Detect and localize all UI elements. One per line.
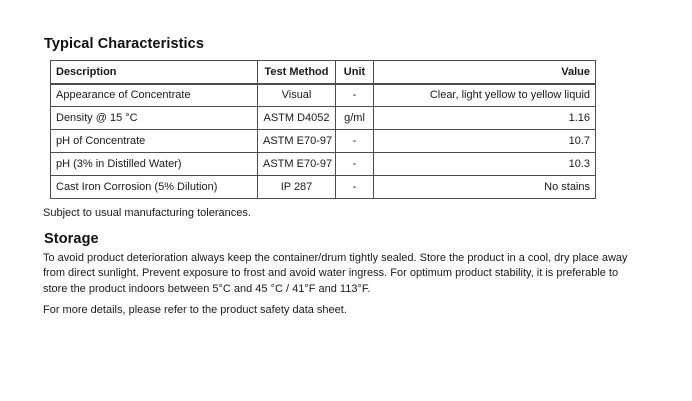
column-header-test-method: Test Method	[257, 60, 336, 85]
section-title-storage: Storage	[44, 231, 99, 247]
cell-value: No stains	[373, 175, 596, 199]
cell-test-method: ASTM E70-97	[257, 129, 336, 153]
column-header-description: Description	[50, 60, 258, 85]
storage-paragraph-line: store the product indoors between 5°C an…	[43, 282, 371, 295]
cell-unit: -	[335, 175, 374, 199]
cell-description: pH (3% in Distilled Water)	[50, 152, 258, 176]
storage-paragraph-line: To avoid product deterioration always ke…	[43, 252, 628, 264]
cell-test-method: ASTM D4052	[257, 106, 336, 130]
column-header-unit: Unit	[335, 60, 374, 85]
section-title-typical-characteristics: Typical Characteristics	[44, 36, 204, 52]
cell-value: 1.16	[373, 106, 596, 130]
storage-paragraph: To avoid product deterioration always ke…	[43, 251, 683, 297]
cell-description: Cast Iron Corrosion (5% Dilution)	[50, 175, 258, 199]
tolerance-note: Subject to usual manufacturing tolerance…	[43, 207, 251, 219]
table-row: pH (3% in Distilled Water) ASTM E70-97 -…	[50, 152, 596, 176]
cell-test-method: ASTM E70-97	[257, 152, 336, 176]
cell-description: pH of Concentrate	[50, 129, 258, 153]
cell-unit: g/ml	[335, 106, 374, 130]
column-header-value: Value	[373, 60, 596, 85]
cell-test-method: IP 287	[257, 175, 336, 199]
table-row: Appearance of Concentrate Visual - Clear…	[50, 83, 596, 107]
cell-description: Density @ 15 °C	[50, 106, 258, 130]
storage-paragraph-line: from direct sunlight. Prevent exposure t…	[43, 267, 619, 280]
cell-test-method: Visual	[257, 83, 336, 107]
safety-data-sheet-note: For more details, please refer to the pr…	[43, 304, 347, 316]
table-row: Density @ 15 °C ASTM D4052 g/ml 1.16	[50, 106, 596, 130]
cell-unit: -	[335, 129, 374, 153]
cell-value: Clear, light yellow to yellow liquid	[373, 83, 596, 107]
characteristics-table: Description Test Method Unit Value Appea…	[50, 60, 596, 199]
table-row: pH of Concentrate ASTM E70-97 - 10.7	[50, 129, 596, 153]
table-row: Cast Iron Corrosion (5% Dilution) IP 287…	[50, 175, 596, 199]
cell-unit: -	[335, 152, 374, 176]
cell-value: 10.3	[373, 152, 596, 176]
cell-value: 10.7	[373, 129, 596, 153]
table-header-row: Description Test Method Unit Value	[50, 60, 596, 85]
cell-unit: -	[335, 83, 374, 107]
cell-description: Appearance of Concentrate	[50, 83, 258, 107]
